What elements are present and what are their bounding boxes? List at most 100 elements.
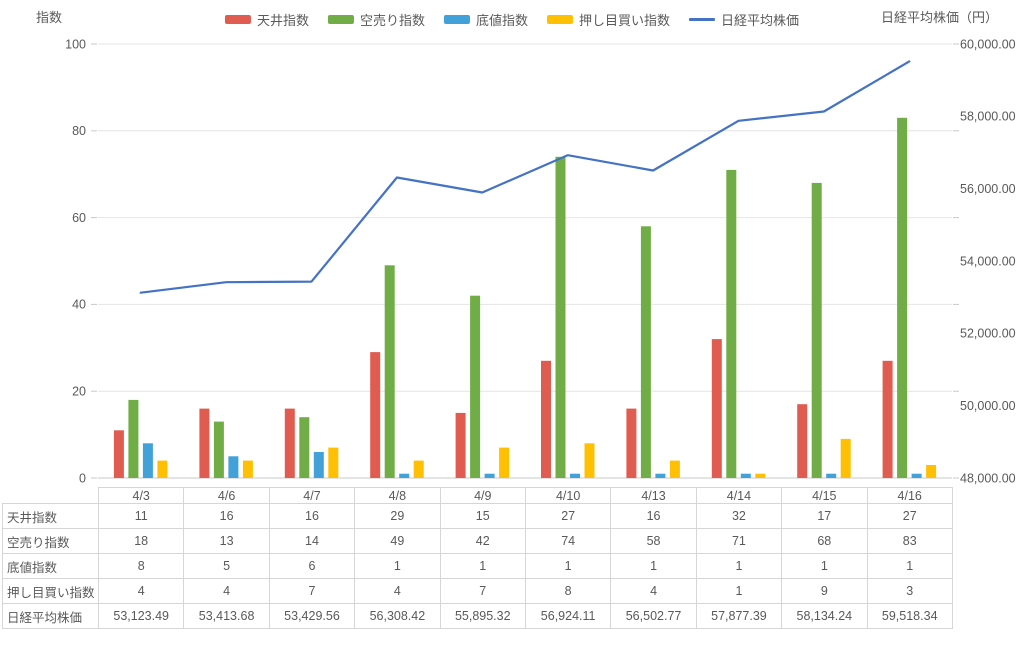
right-axis-tick-label: 56,000.00 bbox=[960, 182, 1016, 196]
legend-item-label: 空売り指数 bbox=[359, 13, 425, 28]
table-row: 日経平均株価 53,123.49 53,413.68 53,429.56 56,308.… bbox=[2, 603, 953, 629]
table-cell: 4 bbox=[183, 578, 270, 604]
table-cell: 53,123.49 bbox=[97, 603, 185, 629]
table-row-label: 空売り指数 bbox=[2, 528, 99, 554]
table-row-label: 底値指数 bbox=[2, 553, 99, 579]
table-cell: 27 bbox=[866, 503, 953, 529]
right-axis-tick-label: 48,000.00 bbox=[960, 471, 1016, 485]
table-cell: 29 bbox=[354, 503, 441, 529]
legend-item: 底値指数 bbox=[443, 10, 529, 29]
legend-item-label: 日経平均株価 bbox=[721, 13, 800, 28]
left-axis-tick-label: 100 bbox=[65, 37, 86, 51]
right-axis-tick-label: 58,000.00 bbox=[960, 110, 1016, 124]
table-cell: 8 bbox=[97, 553, 185, 579]
bar bbox=[284, 408, 295, 478]
table-header-cell: 4/13 bbox=[610, 487, 697, 504]
table-cell: 42 bbox=[439, 528, 526, 554]
bar bbox=[213, 421, 224, 478]
left-axis-tick-label: 80 bbox=[72, 124, 86, 138]
right-axis-title: 日経平均株価（円） bbox=[880, 10, 998, 25]
legend-line-swatch bbox=[689, 18, 716, 21]
legend-item: 押し目買い指数 bbox=[547, 10, 670, 29]
table-cell: 1 bbox=[354, 553, 441, 579]
bar bbox=[655, 473, 666, 478]
bar bbox=[926, 465, 937, 478]
bar bbox=[399, 473, 410, 478]
bar bbox=[299, 417, 310, 478]
table-header-cell: 4/8 bbox=[354, 487, 441, 504]
combo-chart-plot: 100 80 60 40 20 0 60,000.00 58,000.00 56,000.00 5… bbox=[65, 37, 1016, 485]
table-cell: 1 bbox=[524, 553, 612, 579]
table-cell: 68 bbox=[781, 528, 868, 554]
table-cell: 5 bbox=[183, 553, 270, 579]
bar bbox=[328, 447, 339, 478]
table-header-cell: 4/15 bbox=[781, 487, 868, 504]
bar bbox=[470, 295, 481, 478]
bar bbox=[669, 460, 680, 478]
table-cell: 27 bbox=[524, 503, 612, 529]
table-cell: 1 bbox=[781, 553, 868, 579]
table-cell: 58,134.24 bbox=[781, 603, 868, 629]
bar bbox=[640, 226, 651, 478]
table-header-cell: 4/6 bbox=[183, 487, 270, 504]
table-cell: 1 bbox=[695, 553, 783, 579]
bar bbox=[626, 408, 637, 478]
bar bbox=[584, 443, 595, 478]
table-header-cell: 4/10 bbox=[524, 487, 612, 504]
legend-item-label: 底値指数 bbox=[475, 13, 529, 28]
bar bbox=[157, 460, 168, 478]
table-cell: 53,413.68 bbox=[183, 603, 270, 629]
table-cell: 7 bbox=[439, 578, 526, 604]
table-cell: 1 bbox=[610, 553, 697, 579]
bar bbox=[313, 452, 324, 478]
legend-bar-swatch bbox=[547, 15, 574, 24]
bar bbox=[228, 456, 239, 478]
bar bbox=[499, 447, 510, 478]
table-cell: 14 bbox=[268, 528, 356, 554]
bar bbox=[711, 339, 722, 478]
table-cell: 53,429.56 bbox=[268, 603, 356, 629]
table-cell: 18 bbox=[97, 528, 185, 554]
right-axis-tick-label: 50,000.00 bbox=[960, 399, 1016, 413]
table-cell: 16 bbox=[183, 503, 270, 529]
table-row: 空売り指数 18 13 14 49 42 74 58 71 68 83 bbox=[2, 528, 953, 554]
table-cell: 74 bbox=[524, 528, 612, 554]
bar bbox=[811, 182, 822, 478]
left-axis-tick-label: 40 bbox=[72, 298, 86, 312]
bar bbox=[740, 473, 751, 478]
table-cell: 8 bbox=[524, 578, 612, 604]
table-cell: 16 bbox=[268, 503, 356, 529]
legend-item-label: 押し目買い指数 bbox=[579, 13, 671, 28]
table-row-label: 押し目買い指数 bbox=[2, 578, 99, 604]
table-header-cell: 4/3 bbox=[97, 487, 185, 504]
bar bbox=[142, 443, 153, 478]
table-cell: 1 bbox=[695, 578, 783, 604]
left-axis-title: 指数 bbox=[36, 10, 63, 25]
table-row-label: 天井指数 bbox=[2, 503, 99, 529]
bar bbox=[199, 408, 210, 478]
bar bbox=[370, 352, 381, 478]
table-cell: 57,877.39 bbox=[695, 603, 783, 629]
bar bbox=[897, 117, 908, 479]
left-axis-tick-label: 60 bbox=[72, 211, 86, 225]
data-table: 4/3 4/6 4/7 4/8 4/9 4/10 4/13 4/14 4/15 4/16 天井指数 1… bbox=[2, 487, 953, 629]
legend-bar-swatch bbox=[443, 15, 470, 24]
table-cell: 3 bbox=[866, 578, 953, 604]
table-row-label: 日経平均株価 bbox=[2, 603, 99, 629]
bar bbox=[840, 438, 851, 478]
table-cell: 4 bbox=[97, 578, 185, 604]
table-cell: 6 bbox=[268, 553, 356, 579]
table-cell: 32 bbox=[695, 503, 783, 529]
table-cell: 13 bbox=[183, 528, 270, 554]
table-cell: 17 bbox=[781, 503, 868, 529]
table-cell: 58 bbox=[610, 528, 697, 554]
bar bbox=[128, 399, 139, 478]
table-cell: 56,502.77 bbox=[610, 603, 697, 629]
left-axis-tick-label: 20 bbox=[72, 385, 86, 399]
table-cell: 56,924.11 bbox=[524, 603, 612, 629]
bar bbox=[570, 473, 580, 478]
legend-item: 空売り指数 bbox=[327, 10, 425, 29]
table-cell: 9 bbox=[781, 578, 868, 604]
table-cell: 16 bbox=[610, 503, 697, 529]
